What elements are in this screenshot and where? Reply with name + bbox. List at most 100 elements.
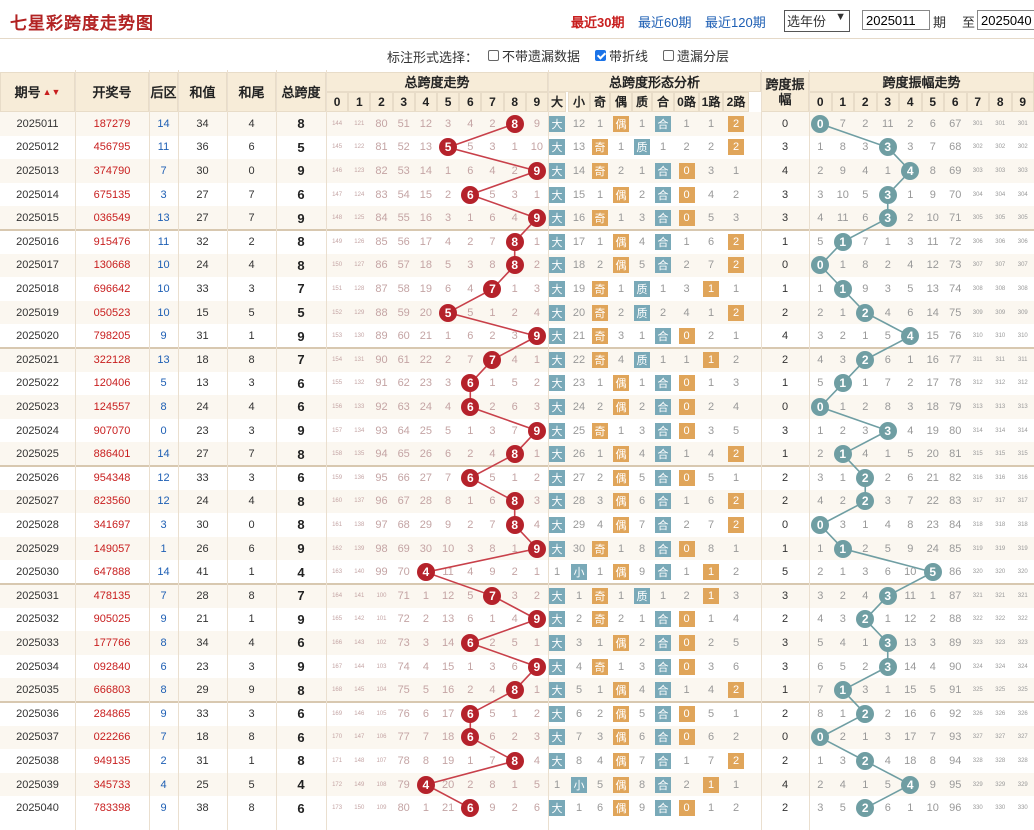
- missing-count: 1: [445, 330, 452, 343]
- shape-tag: 0: [678, 210, 695, 227]
- missing-count: 308: [972, 285, 983, 292]
- shape-cell: 大: [548, 726, 566, 750]
- missing-count: 5: [707, 212, 715, 225]
- shape-cell: 2: [723, 301, 749, 325]
- span-trend-cell: 6: [459, 726, 481, 750]
- shape-header: 1路: [699, 92, 723, 112]
- shape-tag: 0: [678, 729, 695, 746]
- missing-count: 1: [683, 117, 690, 130]
- span-trend-cell: 5: [437, 301, 459, 325]
- shape-tag: 1: [703, 776, 719, 793]
- shape-tag: 合: [655, 705, 671, 722]
- missing-count: 3: [839, 613, 846, 626]
- issue-cell: 2025019: [16, 306, 59, 319]
- col-header-issue[interactable]: 期号 ▲▼: [0, 72, 75, 112]
- shape-tag: 奇: [592, 162, 608, 179]
- sum-cell: 30: [196, 518, 209, 531]
- shape-tag: 0: [678, 186, 695, 203]
- shape-tag: 大: [549, 162, 565, 179]
- span-cell: 6: [297, 800, 305, 816]
- to-issue-input[interactable]: [977, 10, 1034, 30]
- option-polyline[interactable]: 带折线: [595, 46, 648, 65]
- amp-trend-cell: 2: [854, 702, 877, 726]
- missing-count: 1: [732, 330, 740, 343]
- missing-count: 142: [354, 616, 365, 623]
- span-cell: 9: [297, 210, 305, 226]
- missing-count: 52: [397, 141, 410, 154]
- missing-count: 4: [839, 778, 846, 791]
- missing-count: 5: [817, 235, 824, 248]
- missing-count: 308: [995, 285, 1006, 292]
- missing-count: 14: [419, 164, 433, 177]
- draw-number-cell: 905025: [93, 613, 131, 626]
- missing-count: 1: [596, 188, 604, 201]
- span-cell: 8: [297, 753, 305, 769]
- period-30-link[interactable]: 最近30期: [571, 15, 625, 30]
- amp-ball: 2: [856, 303, 875, 322]
- period-120-link[interactable]: 最近120期: [705, 15, 766, 30]
- draw-number-cell: 666803: [93, 684, 131, 697]
- tail-cell: 9: [248, 684, 255, 697]
- missing-count: 95: [949, 778, 962, 791]
- shape-cell: 大: [548, 631, 566, 655]
- missing-count: 5: [839, 802, 846, 815]
- missing-count: 13: [572, 141, 586, 154]
- missing-count: 2: [575, 613, 583, 626]
- back-zone-cell: 2: [160, 754, 167, 767]
- span-cell: 8: [297, 682, 305, 698]
- shape-cell: 0: [674, 631, 699, 655]
- option-no-missing[interactable]: 不带遗漏数据: [488, 46, 580, 65]
- missing-count: 3: [467, 542, 474, 555]
- missing-count: 4: [445, 235, 452, 248]
- missing-count: 2: [467, 778, 474, 791]
- tail-cell: 3: [248, 424, 255, 437]
- missing-count: 163: [332, 569, 343, 576]
- period-60-link[interactable]: 最近60期: [638, 15, 692, 30]
- missing-count: 3: [638, 660, 646, 673]
- missing-count: 3: [839, 518, 846, 531]
- missing-count: 7: [575, 731, 583, 744]
- missing-count: 21: [926, 471, 939, 484]
- missing-count: 1: [732, 164, 740, 177]
- missing-count: 93: [375, 424, 388, 437]
- shape-cell: 大: [548, 230, 566, 254]
- missing-count: 74: [397, 660, 410, 673]
- shape-tag: 偶: [613, 446, 629, 463]
- missing-count: 20: [441, 778, 455, 791]
- back-zone-cell: 9: [160, 802, 167, 815]
- option-missing-layer[interactable]: 遗漏分层: [663, 46, 729, 65]
- draw-number-cell: 036549: [93, 212, 131, 225]
- missing-count: 6: [467, 613, 474, 626]
- missing-count: 4: [707, 188, 715, 201]
- shape-tag: 大: [549, 516, 565, 533]
- column-divider: [548, 70, 549, 830]
- shape-tag: 奇: [592, 304, 608, 321]
- missing-count: 1: [533, 353, 540, 366]
- missing-count: 88: [949, 613, 962, 626]
- issue-cell: 2025034: [16, 660, 59, 673]
- missing-count: 2: [511, 731, 518, 744]
- draw-number-cell: 149057: [93, 542, 131, 555]
- shape-cell: 合: [652, 678, 674, 702]
- shape-cell: 合: [652, 608, 674, 632]
- missing-count: 2: [732, 802, 740, 815]
- draw-number-cell: 798205: [93, 330, 131, 343]
- missing-count: 326: [972, 710, 983, 717]
- shape-tag: 奇: [592, 210, 608, 227]
- missing-count: 8: [907, 518, 914, 531]
- shape-tag: 0: [678, 422, 695, 439]
- missing-count: 5: [638, 707, 646, 720]
- year-select[interactable]: 选年份 ▼: [784, 10, 850, 32]
- span-trend-cell: 8: [504, 678, 526, 702]
- span-cell: 6: [297, 375, 305, 391]
- missing-count: 24: [419, 400, 433, 413]
- missing-count: 2: [511, 164, 518, 177]
- missing-count: 89: [375, 330, 388, 343]
- tail-cell: 3: [248, 471, 255, 484]
- shape-cell: 合: [652, 442, 674, 466]
- missing-count: 316: [995, 474, 1006, 481]
- shape-cell: 0: [674, 159, 699, 183]
- from-issue-input[interactable]: [862, 10, 930, 30]
- span-amp-cell: 1: [781, 542, 789, 555]
- sum-cell: 13: [196, 377, 209, 390]
